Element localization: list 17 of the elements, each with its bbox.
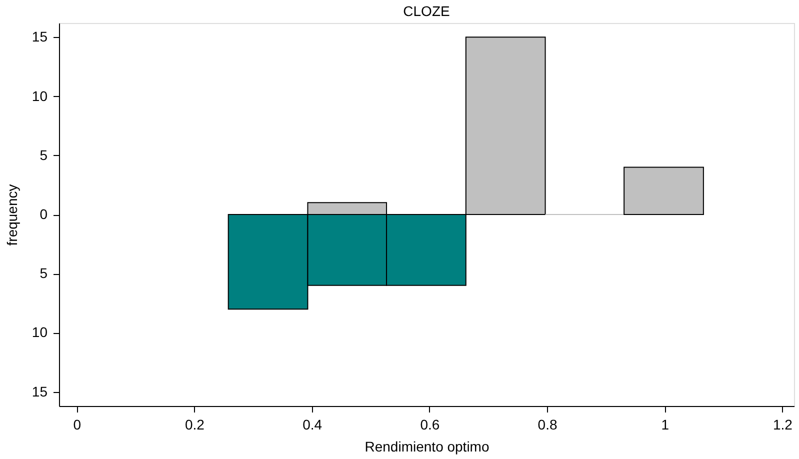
y-tick-label: 10 <box>32 324 48 340</box>
x-tick-label: 1.2 <box>773 416 793 432</box>
x-tick-label: 0.2 <box>185 416 205 432</box>
y-tick-label: 5 <box>40 265 48 282</box>
y-axis-title: frequency <box>4 184 20 246</box>
x-tick-label: 0.8 <box>538 416 558 432</box>
y-tick-label: 15 <box>32 383 48 400</box>
x-tick-label: 0.4 <box>302 416 322 432</box>
x-axis-title: Rendimiento optimo <box>364 438 490 454</box>
x-tick-label: 1 <box>661 416 670 432</box>
y-tick-label: 10 <box>32 88 48 104</box>
x-tick-label: 0.6 <box>420 416 440 432</box>
x-tick-label: 0 <box>73 416 82 432</box>
y-tick-label: 0 <box>40 206 48 222</box>
y-tick-label: 5 <box>40 146 48 163</box>
y-tick-label: 15 <box>32 28 48 45</box>
chart-title: CLOZE <box>403 3 450 19</box>
